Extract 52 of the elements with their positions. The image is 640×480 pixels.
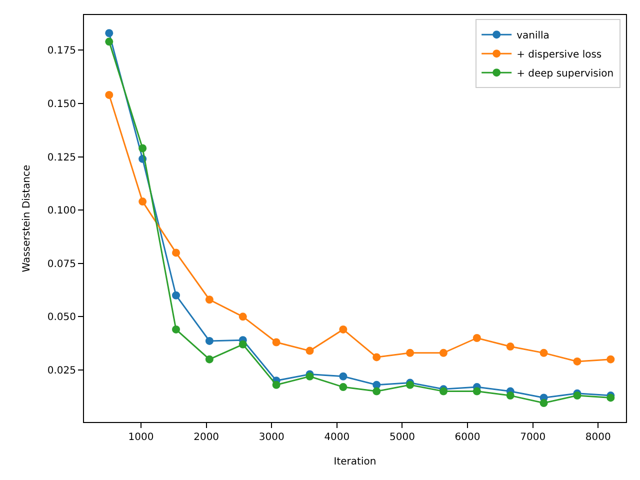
point [138, 198, 147, 206]
point [573, 357, 582, 366]
point [238, 312, 247, 321]
point [105, 38, 114, 46]
y-tick-label: 0.175 [47, 46, 76, 57]
x-tick-label: 2000 [194, 432, 220, 443]
x-tick-label: 6000 [454, 432, 480, 443]
legend-label: vanilla [516, 30, 550, 42]
legend-label: + deep supervision [516, 68, 614, 80]
point [172, 325, 180, 334]
point [339, 383, 348, 392]
y-tick-label: 0.025 [47, 365, 76, 376]
point [372, 353, 381, 362]
y-tick-label: 0.075 [47, 258, 76, 270]
point [205, 336, 214, 345]
point [339, 325, 348, 334]
x-tick-label: 4000 [324, 432, 350, 443]
point [105, 29, 114, 38]
point [540, 348, 548, 357]
y-tick-label: 0.150 [47, 98, 76, 110]
point [439, 348, 448, 357]
point [272, 338, 280, 346]
x-tick-label: 1000 [128, 432, 154, 443]
point [339, 372, 348, 380]
y-tick-label: 0.125 [47, 152, 76, 164]
point [506, 342, 514, 351]
x-tick-label: 7000 [520, 432, 546, 443]
point [472, 334, 481, 342]
point [506, 392, 514, 400]
point [540, 399, 548, 408]
legend-label: + dispersive loss [516, 49, 602, 60]
y-axis-title: Wasserstein Distance [21, 164, 32, 272]
x-tick-label: 8000 [585, 432, 611, 443]
point [205, 355, 214, 364]
point [472, 387, 481, 396]
point [172, 248, 180, 257]
point [406, 348, 414, 357]
point [172, 291, 180, 300]
point [606, 355, 615, 364]
point [238, 340, 247, 348]
point [205, 296, 214, 304]
point [306, 346, 314, 355]
y-tick-label: 0.100 [47, 206, 76, 217]
point [372, 387, 381, 396]
x-tick-label: 3000 [258, 432, 284, 443]
point [573, 392, 582, 400]
x-tick-label: 5000 [389, 432, 415, 443]
x-axis-title: Iteration [334, 456, 376, 468]
point [138, 144, 147, 152]
point [272, 380, 280, 389]
y-tick-label: 0.050 [47, 312, 76, 324]
point [105, 90, 114, 99]
